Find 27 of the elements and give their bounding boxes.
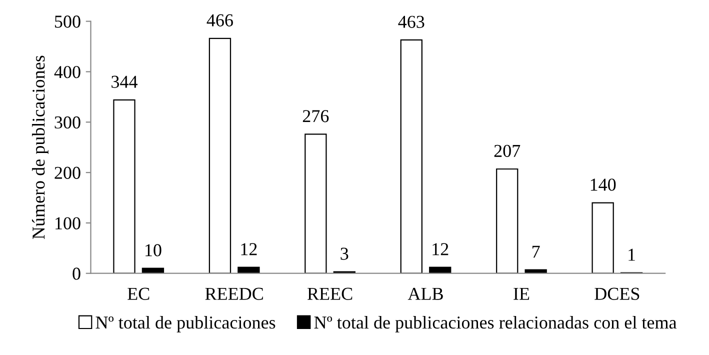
data-label: 466 (206, 14, 233, 26)
x-tick-label: REEC (307, 288, 352, 300)
x-tick-label: EC (128, 288, 150, 300)
y-tick-label: 500 (54, 16, 80, 28)
data-label: 12 (241, 243, 257, 256)
x-tick-label: IE (514, 288, 530, 300)
data-label: 1 (628, 248, 635, 261)
data-label: 140 (590, 178, 616, 191)
y-tick-label: 100 (56, 217, 80, 230)
x-tick-label: DCES (594, 288, 640, 300)
legend-label: Nº total de publicaciones relacionadas con el tema (314, 316, 677, 332)
y-tick-label: 200 (54, 166, 80, 179)
data-label: 7 (532, 246, 540, 258)
data-label: 3 (340, 248, 348, 260)
y-axis-title: Número de publicaciones (32, 56, 48, 240)
data-label: 12 (432, 243, 448, 256)
y-tick-label: 0 (72, 268, 80, 280)
legend-label: Nº total de publicaciones (96, 316, 276, 332)
y-tick-label: 300 (54, 116, 80, 129)
x-tick-label: ALB (408, 288, 443, 300)
x-tick-label: REEDC (205, 288, 263, 300)
data-label: 10 (146, 244, 162, 256)
data-label: 276 (302, 110, 329, 122)
data-label: 344 (112, 76, 138, 88)
data-label: 463 (398, 16, 424, 28)
data-label: 207 (494, 144, 520, 157)
y-tick-label: 400 (54, 66, 80, 78)
